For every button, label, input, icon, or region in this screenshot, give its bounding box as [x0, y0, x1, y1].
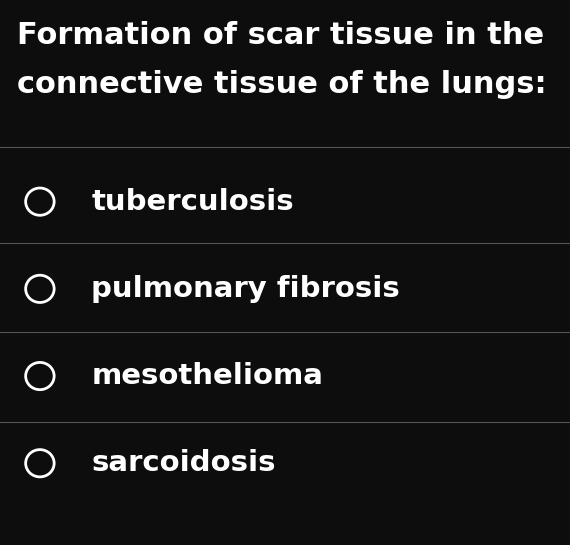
Text: pulmonary fibrosis: pulmonary fibrosis [91, 275, 400, 303]
Circle shape [26, 450, 54, 477]
Text: sarcoidosis: sarcoidosis [91, 449, 276, 477]
Circle shape [26, 188, 54, 215]
Text: connective tissue of the lungs:: connective tissue of the lungs: [17, 70, 547, 99]
Circle shape [26, 362, 54, 390]
Circle shape [26, 275, 54, 302]
Text: tuberculosis: tuberculosis [91, 187, 294, 216]
Text: mesothelioma: mesothelioma [91, 362, 323, 390]
Text: Formation of scar tissue in the: Formation of scar tissue in the [17, 21, 544, 50]
